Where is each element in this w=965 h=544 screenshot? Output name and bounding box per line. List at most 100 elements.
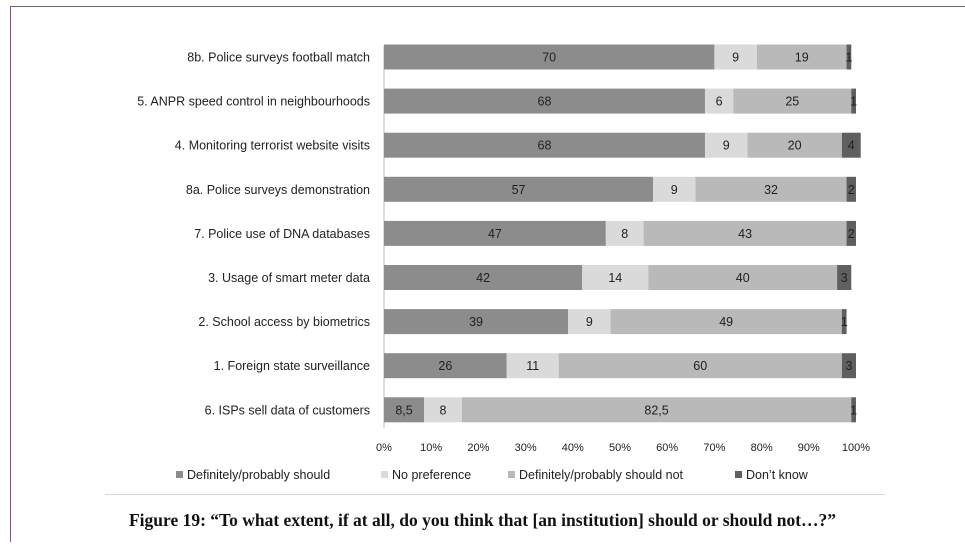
bar-segment bbox=[733, 88, 852, 114]
bar-segment bbox=[841, 353, 856, 379]
bar-segment bbox=[704, 88, 734, 114]
bar-segment bbox=[384, 220, 606, 246]
bar-segment bbox=[582, 265, 649, 290]
category-label: 6. ISPs sell data of customers bbox=[205, 403, 370, 417]
bar-segment bbox=[851, 88, 856, 114]
bar-segment bbox=[605, 220, 644, 246]
legend-swatch bbox=[381, 471, 388, 478]
data-label: 1 bbox=[845, 51, 852, 65]
data-label: 42 bbox=[476, 271, 490, 285]
data-label: 11 bbox=[526, 359, 539, 373]
bar-segment bbox=[756, 44, 847, 70]
legend-label: Definitely/probably should bbox=[187, 468, 330, 482]
data-label: 6 bbox=[716, 95, 723, 109]
data-label: 25 bbox=[785, 95, 799, 109]
data-label: 60 bbox=[693, 359, 707, 373]
x-tick-label: 90% bbox=[798, 442, 820, 454]
category-label: 7. Police use of DNA databases bbox=[194, 227, 370, 241]
data-label: 9 bbox=[586, 315, 593, 329]
data-label: 20 bbox=[788, 139, 802, 153]
x-tick-label: 70% bbox=[703, 442, 725, 454]
legend-label: Don’t know bbox=[746, 468, 809, 482]
figure-caption: Figure 19: “To what extent, if at all, d… bbox=[128, 510, 837, 530]
data-label: 1 bbox=[850, 95, 857, 109]
data-label: 39 bbox=[469, 315, 483, 329]
category-label: 8b. Police surveys football match bbox=[187, 51, 370, 65]
bar-segment bbox=[384, 353, 507, 379]
bar-segment bbox=[384, 88, 705, 114]
bar-segment bbox=[837, 265, 852, 290]
data-label: 1 bbox=[841, 315, 848, 329]
data-label: 43 bbox=[738, 227, 752, 241]
caption-separator bbox=[105, 494, 885, 495]
data-label: 40 bbox=[736, 271, 750, 285]
data-label: 82,5 bbox=[644, 403, 668, 417]
legend-label: No preference bbox=[392, 468, 471, 482]
legend-swatch bbox=[508, 471, 515, 478]
category-label: 4. Monitoring terrorist website visits bbox=[175, 139, 370, 153]
bar-segment bbox=[653, 176, 696, 202]
data-label: 14 bbox=[608, 271, 622, 285]
x-tick-label: 10% bbox=[420, 442, 442, 454]
bar-segment bbox=[747, 132, 842, 158]
data-label: 47 bbox=[488, 227, 502, 241]
data-label: 4 bbox=[848, 139, 855, 153]
data-label: 8 bbox=[440, 403, 447, 417]
x-tick-label: 50% bbox=[609, 442, 631, 454]
x-tick-label: 40% bbox=[562, 442, 584, 454]
category-label: 2. School access by biometrics bbox=[198, 315, 370, 329]
bar-segment bbox=[714, 44, 757, 70]
category-label: 5. ANPR speed control in neighbourhoods bbox=[137, 95, 370, 109]
bar-segment bbox=[610, 309, 842, 335]
data-label: 3 bbox=[841, 271, 848, 285]
category-label: 8a. Police surveys demonstration bbox=[186, 183, 370, 197]
x-tick-label: 60% bbox=[656, 442, 678, 454]
bar-segment bbox=[384, 44, 715, 70]
bar-segment bbox=[568, 309, 611, 335]
data-label: 68 bbox=[538, 95, 552, 109]
data-label: 8,5 bbox=[395, 403, 412, 417]
bar-segment bbox=[506, 353, 559, 379]
data-label: 2 bbox=[848, 183, 855, 197]
bar-segment bbox=[841, 132, 861, 158]
data-label: 9 bbox=[732, 51, 739, 65]
bar-segment bbox=[384, 265, 583, 290]
data-label: 1 bbox=[850, 403, 857, 417]
category-label: 1. Foreign state surveillance bbox=[214, 359, 370, 373]
bar-segment bbox=[846, 44, 852, 70]
bar-segment bbox=[384, 397, 425, 423]
legend-label: Definitely/probably should not bbox=[519, 468, 684, 482]
bar-segment bbox=[461, 397, 852, 423]
data-label: 3 bbox=[845, 359, 852, 373]
data-label: 2 bbox=[848, 227, 855, 241]
data-label: 70 bbox=[542, 51, 556, 65]
bar-segment bbox=[648, 265, 838, 290]
data-label: 57 bbox=[512, 183, 526, 197]
bar-segment bbox=[851, 397, 856, 423]
bar-segment bbox=[384, 176, 654, 202]
bar-segment bbox=[846, 176, 856, 202]
bar-segment bbox=[558, 353, 842, 379]
bar-segment bbox=[841, 309, 847, 335]
data-label: 19 bbox=[795, 51, 809, 65]
data-label: 32 bbox=[764, 183, 778, 197]
x-tick-label: 100% bbox=[842, 442, 870, 454]
bar-segment bbox=[384, 309, 569, 335]
data-label: 68 bbox=[538, 139, 552, 153]
figure-frame bbox=[10, 6, 965, 542]
bar-segment bbox=[643, 220, 847, 246]
bar-segment bbox=[695, 176, 847, 202]
data-label: 9 bbox=[671, 183, 678, 197]
data-label: 9 bbox=[723, 139, 730, 153]
x-tick-label: 30% bbox=[515, 442, 537, 454]
data-label: 49 bbox=[719, 315, 733, 329]
data-label: 8 bbox=[621, 227, 628, 241]
bar-segment bbox=[846, 220, 856, 246]
legend-swatch bbox=[176, 471, 183, 478]
category-label: 3. Usage of smart meter data bbox=[208, 271, 370, 285]
bar-segment bbox=[384, 132, 705, 158]
x-tick-label: 20% bbox=[467, 442, 489, 454]
legend-swatch bbox=[735, 471, 742, 478]
data-label: 26 bbox=[438, 359, 452, 373]
stacked-bar-chart: 8b. Police surveys football match 70 9 19 15… bbox=[137, 44, 870, 482]
